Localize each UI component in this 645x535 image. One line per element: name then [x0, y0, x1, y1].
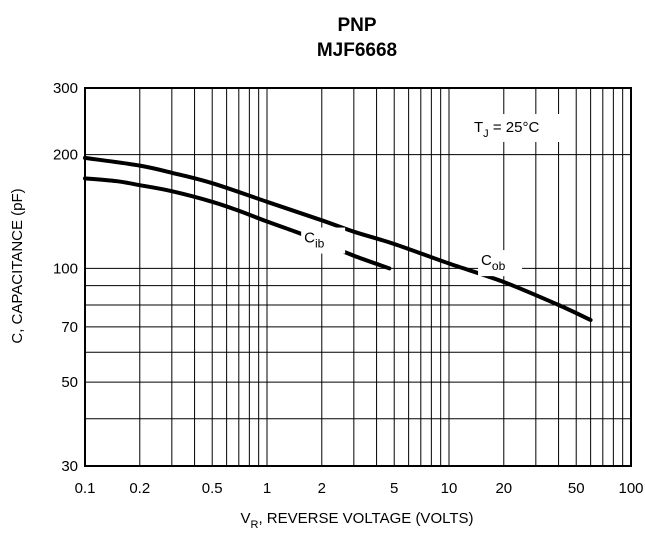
x-tick-label: 5: [390, 480, 398, 497]
y-tick-label: 50: [61, 374, 78, 391]
y-tick-label: 300: [53, 80, 78, 97]
chart-title-line2: MJF6668: [317, 40, 397, 61]
y-tick-label: 100: [53, 260, 78, 277]
y-tick-label: 30: [61, 458, 78, 475]
x-tick-label: 2: [318, 480, 326, 497]
y-tick-labels: 30 50 70 100 200 300: [53, 80, 78, 475]
x-tick-label: 100: [618, 480, 643, 497]
chart-title-line1: PNP: [337, 15, 376, 36]
x-tick-label: 0.5: [202, 480, 223, 497]
x-tick-label: 20: [495, 480, 512, 497]
y-tick-label: 70: [61, 319, 78, 336]
x-tick-label: 10: [441, 480, 458, 497]
series-label-sub: ib: [315, 237, 325, 251]
x-tick-label: 0.2: [129, 480, 150, 497]
grid: [85, 88, 631, 466]
plot-frame: [85, 88, 631, 466]
y-axis-label: C, CAPACITANCE (pF): [9, 188, 26, 343]
x-tick-label: 0.1: [75, 480, 96, 497]
series-label-main: C: [304, 230, 315, 247]
y-tick-label: 200: [53, 147, 78, 164]
x-tick-label: 1: [263, 480, 271, 497]
x-tick-label: 50: [568, 480, 585, 497]
series-label-sub: ob: [492, 259, 506, 273]
x-tick-labels: 0.1 0.2 0.5 1 2 5 10 20 50 100: [75, 480, 644, 497]
x-axis-label: VR, REVERSE VOLTAGE (VOLTS): [240, 510, 473, 531]
series-label-main: C: [481, 252, 492, 269]
